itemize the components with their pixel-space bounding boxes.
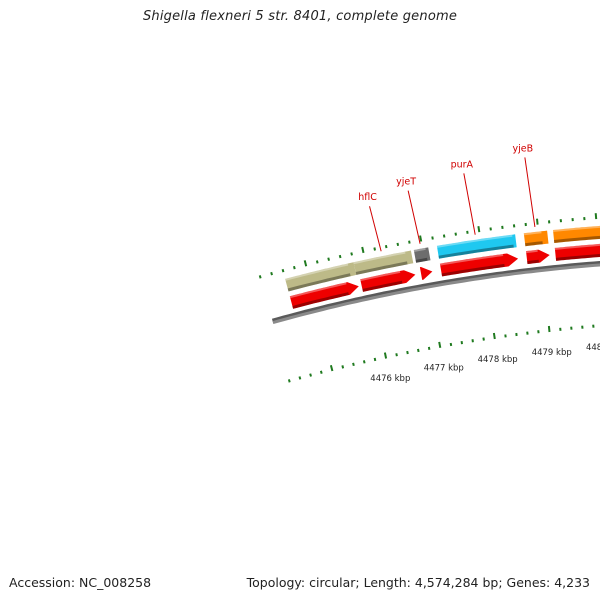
gene-highlight xyxy=(353,251,406,265)
gene-highlight xyxy=(523,231,542,236)
cds-arrow[interactable] xyxy=(360,270,416,292)
gene-block-yjeB[interactable] xyxy=(523,230,549,247)
scale-labels: 4476 kbp 4477 kbp 4478 kbp 4479 kbp 4480 kbp… xyxy=(370,343,600,384)
label-leader-purA xyxy=(463,173,476,235)
gene-highlight xyxy=(436,234,513,248)
cds-arrow[interactable] xyxy=(554,239,600,261)
gene-shadow xyxy=(525,241,543,247)
gene-labels: hflCyjeTpurAyjeBvacByjfHinsByjfMSFV_4339 xyxy=(358,143,536,252)
scale-label: 4480 kbp xyxy=(586,343,600,353)
lower-tick xyxy=(438,341,442,348)
cds-arrow[interactable] xyxy=(289,282,359,309)
genome-backbone xyxy=(271,260,600,325)
lower-tick xyxy=(373,357,377,362)
upper-tick xyxy=(419,235,423,242)
cds-arrow[interactable] xyxy=(526,249,550,264)
lower-tick-ring xyxy=(287,324,595,383)
gene-label-purA[interactable]: purA xyxy=(451,159,474,170)
gene-block-vacB[interactable] xyxy=(553,221,600,243)
gene-highlight xyxy=(413,247,426,252)
gene-shadow xyxy=(362,280,403,292)
lower-tick xyxy=(406,350,409,355)
gene-highlight xyxy=(360,270,401,282)
lower-tick xyxy=(383,352,388,359)
upper-tick xyxy=(384,244,388,249)
label-leader-hflC xyxy=(369,206,382,252)
gene-label-yjeT[interactable]: yjeT xyxy=(396,177,416,188)
gene-track xyxy=(285,221,600,292)
gene-shadow xyxy=(292,292,349,309)
lower-tick xyxy=(492,332,496,340)
upper-tick xyxy=(477,226,481,233)
cds-track xyxy=(289,239,600,309)
lower-tick xyxy=(482,337,485,341)
upper-tick xyxy=(442,234,446,238)
upper-tick xyxy=(270,271,273,276)
gene-shadow xyxy=(441,263,505,277)
label-leader-yjeB xyxy=(524,157,536,228)
scale-label: 4478 kbp xyxy=(478,355,518,365)
gene-highlight xyxy=(554,243,600,250)
lower-tick xyxy=(309,373,312,377)
gene-shadow xyxy=(287,273,351,292)
gene-shadow xyxy=(555,253,600,261)
scale-label: 4476 kbp xyxy=(370,374,410,384)
backbone-arc xyxy=(272,263,600,325)
topology-text: Topology: circular; Length: 4,574,284 bp… xyxy=(246,575,590,590)
cds-arrow[interactable] xyxy=(419,267,433,280)
upper-tick xyxy=(258,275,262,279)
scale-label: 4477 kbp xyxy=(424,364,464,374)
gene-label-yjeB[interactable]: yjeB xyxy=(513,143,534,154)
gene-highlight xyxy=(525,249,538,254)
lower-tick xyxy=(287,379,291,383)
lower-tick xyxy=(329,364,334,372)
gene-shadow xyxy=(553,235,600,243)
accession-text: Accession: NC_008258 xyxy=(9,575,152,590)
scale-label: 4479 kbp xyxy=(532,348,572,358)
gene-shadow xyxy=(438,244,514,259)
gene-block[interactable] xyxy=(285,262,357,292)
gene-highlight xyxy=(289,282,347,299)
cds-arrow[interactable] xyxy=(439,253,519,277)
lower-tick xyxy=(319,370,323,374)
upper-tick xyxy=(281,268,285,273)
upper-tick xyxy=(454,232,457,236)
lower-tick xyxy=(362,360,366,364)
lower-tick xyxy=(547,325,551,333)
gene-block-hflC[interactable] xyxy=(353,250,414,275)
genome-title: Shigella flexneri 5 str. 8401, complete … xyxy=(142,9,458,24)
upper-tick xyxy=(396,242,400,247)
upper-tick xyxy=(338,254,342,259)
lower-tick xyxy=(298,376,302,380)
lower-tick xyxy=(341,365,345,369)
lower-tick xyxy=(395,353,398,357)
gene-shadow xyxy=(355,261,408,275)
lower-tick xyxy=(449,342,453,347)
gene-label-hflC[interactable]: hflC xyxy=(358,192,377,203)
upper-tick xyxy=(293,265,296,270)
upper-tick-ring xyxy=(258,213,598,279)
upper-tick xyxy=(327,257,330,261)
gene-block-purA[interactable] xyxy=(436,234,517,259)
gene-highlight xyxy=(552,225,600,232)
upper-tick xyxy=(594,213,598,220)
gene-block-yjeT[interactable] xyxy=(413,247,431,263)
lower-tick xyxy=(427,346,431,350)
gene-highlight xyxy=(439,254,504,266)
upper-tick xyxy=(408,240,411,244)
lower-tick xyxy=(417,348,420,353)
upper-tick xyxy=(431,236,434,240)
upper-tick xyxy=(373,247,376,251)
gene-highlight xyxy=(285,263,349,281)
upper-tick xyxy=(361,246,365,254)
upper-tick xyxy=(536,218,539,225)
upper-tick xyxy=(350,252,353,256)
lower-tick xyxy=(352,362,355,367)
upper-tick xyxy=(303,260,308,267)
gene-shadow xyxy=(527,259,539,265)
label-leader-yjeT xyxy=(407,190,421,244)
upper-tick xyxy=(315,260,319,264)
gene-shadow xyxy=(415,257,428,263)
